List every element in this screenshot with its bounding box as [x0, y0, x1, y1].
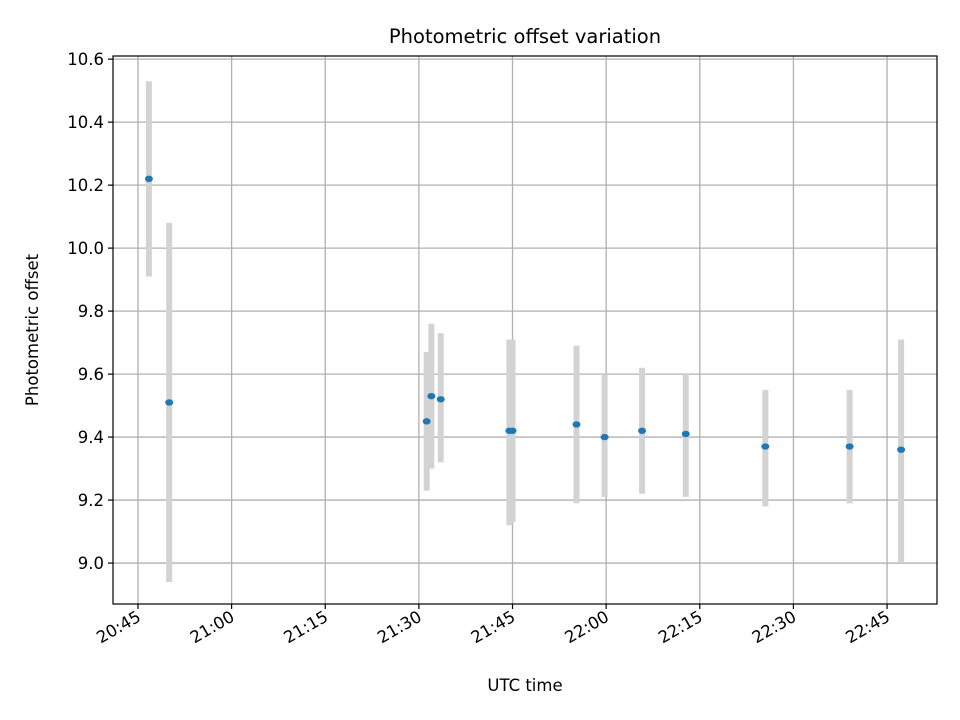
chart-title: Photometric offset variation — [389, 25, 661, 48]
y-ticks: 9.0 9.2 9.4 9.6 9.8 10.0 10.2 10.4 10.6 — [67, 50, 113, 573]
y-tick-label: 10.0 — [67, 239, 104, 258]
plot-frame — [112, 55, 938, 605]
grid — [113, 56, 937, 604]
data-point — [572, 421, 581, 428]
data-point — [427, 392, 436, 400]
y-tick-label: 9.0 — [78, 554, 104, 573]
y-tick-label: 10.4 — [67, 113, 104, 132]
x-axis-label: UTC time — [487, 676, 562, 695]
data-point — [761, 443, 770, 450]
y-tick-label: 10.2 — [67, 176, 104, 195]
data-point — [165, 399, 174, 406]
data-point — [845, 443, 854, 450]
data-point — [508, 427, 517, 434]
y-tick-label: 9.4 — [78, 428, 104, 447]
data-point — [638, 427, 647, 434]
data-point — [144, 175, 153, 183]
y-tick-label: 9.2 — [78, 491, 104, 510]
data-point — [600, 433, 609, 441]
y-axis-label: Photometric offset — [23, 253, 42, 406]
y-tick-label: 10.6 — [67, 50, 104, 69]
y-tick-label: 9.6 — [78, 365, 104, 384]
data-points — [144, 175, 906, 453]
y-tick-label: 9.8 — [78, 302, 104, 321]
data-point — [681, 430, 690, 438]
data-point — [436, 396, 445, 403]
data-point — [422, 418, 431, 425]
data-point — [897, 446, 906, 453]
